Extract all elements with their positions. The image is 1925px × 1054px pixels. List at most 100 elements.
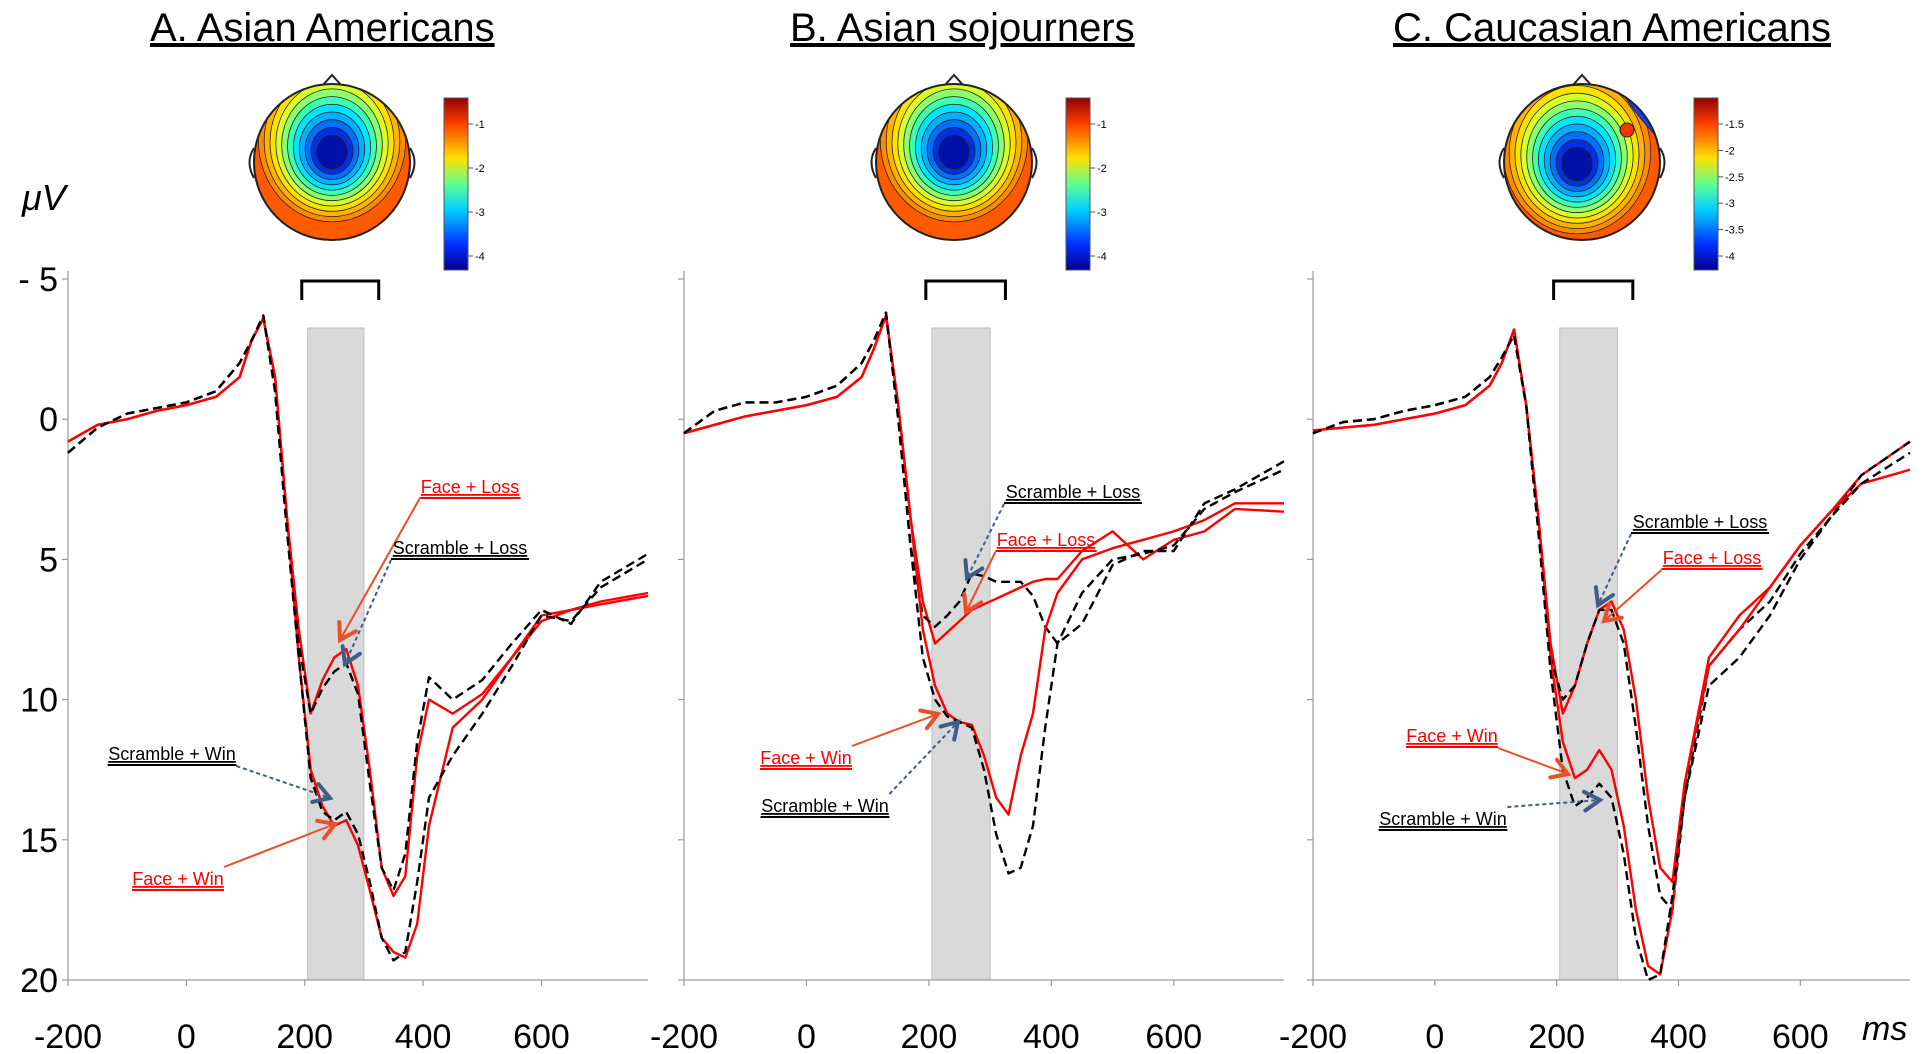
colorbar (1693, 97, 1719, 271)
x-tick-label: 200 (901, 1018, 958, 1054)
annotation-leader (223, 823, 336, 868)
head-outline (1503, 83, 1661, 241)
analysis-window (307, 327, 365, 981)
left-ear-outline (248, 147, 255, 179)
y-tick-label: 10 (20, 682, 58, 720)
left-ear-outline (870, 147, 877, 179)
arrow-icon (1582, 789, 1604, 813)
annotation-leader (1597, 533, 1632, 606)
annotation-leader (1497, 747, 1569, 775)
contour-band (938, 134, 970, 170)
time-window-bracket (300, 279, 381, 300)
right-ear-outline (409, 147, 416, 179)
panel-b: -200 0 200 400 600 Scramble + Loss Face + Loss… (650, 73, 1285, 1054)
analysis-window (1559, 327, 1619, 981)
annotation-label: Face + Loss (997, 530, 1096, 550)
colorbar-tick-label: -3.5 (1725, 225, 1744, 237)
x-tick-label: -200 (1279, 1018, 1347, 1054)
time-window-bracket (924, 279, 1007, 300)
arrow-icon (337, 620, 358, 644)
x-tick-label: 0 (1425, 1018, 1444, 1054)
scalp-map-contours (879, 84, 1029, 223)
y-tick-label: 5 (39, 541, 58, 579)
arrow-icon (315, 818, 339, 841)
colorbar-tick-label: -4 (1725, 251, 1735, 263)
annotation-label: Face + Win (132, 869, 224, 889)
x-tick-label: 0 (797, 1018, 816, 1054)
nose-outline (322, 73, 342, 86)
x-tick-label: -200 (650, 1018, 718, 1054)
right-ear-outline (1031, 147, 1038, 179)
colorbar (1065, 97, 1091, 271)
annotation-label: Scramble + Loss (1006, 482, 1141, 502)
x-tick-label: -200 (34, 1018, 102, 1054)
arrow-icon (963, 558, 985, 582)
annotation-label: Face + Win (1406, 726, 1498, 746)
contour-band (1561, 146, 1593, 182)
colorbar-tick-label: -3 (1725, 198, 1735, 210)
scalp-map-contours (257, 84, 407, 223)
arrow-icon (918, 708, 942, 731)
x-tick-label: 600 (1772, 1018, 1829, 1054)
colorbar-tick-label: -3 (475, 207, 485, 219)
colorbar-tick-label: -1.5 (1725, 119, 1744, 131)
colorbar-tick-label: -2 (475, 163, 485, 175)
y-unit-label: μV (21, 177, 69, 218)
arrow-icon (938, 719, 961, 742)
scalp-map (248, 73, 416, 241)
scalp-map (870, 73, 1038, 241)
panel-c: -200 0 200 400 600 Scramble + Loss Face + Loss… (1279, 73, 1911, 1054)
contour-band (316, 134, 348, 170)
annotation-leader (1603, 569, 1663, 622)
contour-band (1619, 122, 1635, 138)
x-tick-label: 600 (1145, 1018, 1202, 1054)
colorbar (443, 97, 469, 271)
annotation-label: Face + Win (760, 748, 852, 768)
annotation-leader (1507, 799, 1601, 808)
scalp-map-contours (1504, 84, 1660, 235)
colorbar-tick-label: -2 (1725, 145, 1735, 157)
right-ear-outline (1659, 147, 1666, 179)
annotation-label: Face + Loss (1663, 548, 1762, 568)
colorbar-tick-label: -2.5 (1725, 172, 1744, 184)
time-window-bracket (1552, 279, 1635, 300)
head-outline (875, 83, 1033, 241)
x-tick-label: 200 (1528, 1018, 1585, 1054)
colorbar-tick-label: -1 (475, 119, 485, 131)
y-tick-label: 0 (39, 401, 58, 439)
x-tick-label: 600 (513, 1018, 570, 1054)
left-ear-outline (1498, 147, 1505, 179)
colorbar-tick-label: -4 (475, 251, 485, 263)
nose-outline (1572, 73, 1592, 86)
annotation-label: Scramble + Loss (1633, 512, 1768, 532)
x-unit-label: ms (1862, 1010, 1907, 1048)
x-tick-label: 400 (1023, 1018, 1080, 1054)
annotation-leader (236, 765, 331, 799)
arrow-icon (962, 592, 984, 616)
panel-a-title: A. Asian Americans (150, 6, 495, 50)
series-line-scramble-win (67, 314, 649, 962)
annotation-leader (339, 498, 421, 641)
panel-c-title: C. Caucasian Americans (1393, 6, 1831, 50)
x-tick-label: 400 (395, 1018, 452, 1054)
series-line-face-win (67, 317, 649, 959)
arrow-icon (310, 782, 334, 804)
y-tick-label: - 5 (18, 261, 58, 299)
annotation-label: Scramble + Win (1379, 809, 1507, 829)
series-line-scramble-win (683, 311, 1285, 875)
annotation-label: Face + Loss (421, 477, 520, 497)
x-tick-label: 200 (276, 1018, 333, 1054)
annotation-leader (888, 721, 959, 795)
arrow-icon (340, 644, 362, 668)
scalp-map (1498, 73, 1666, 241)
colorbar-tick-label: -1 (1097, 119, 1107, 131)
y-tick-label: 15 (20, 822, 58, 860)
x-tick-label: 400 (1650, 1018, 1707, 1054)
panel-b-title: B. Asian sojourners (790, 6, 1135, 50)
series-line-face-win (683, 314, 1284, 816)
panel-a: - 5 0 5 10 15 20 -200 0 200 400 600 Face + Loss Scra… (18, 73, 649, 1054)
arrow-icon (1548, 757, 1572, 780)
analysis-window (931, 327, 991, 981)
arrow-icon (1601, 601, 1624, 624)
